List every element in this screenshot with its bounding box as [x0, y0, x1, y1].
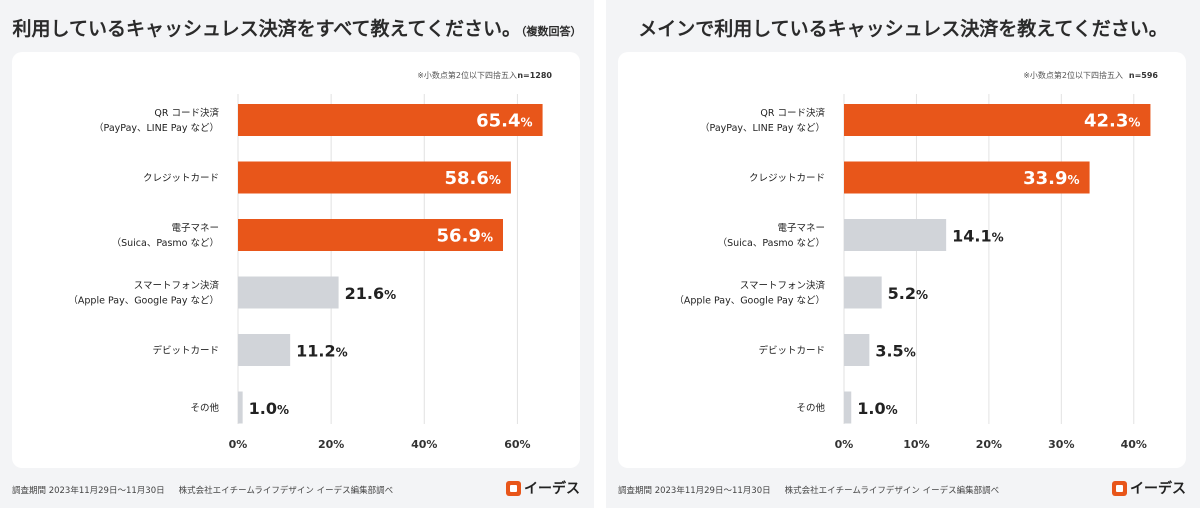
value-label: 65.4%: [476, 111, 532, 132]
chart-title-text: 利用しているキャッシュレス決済をすべて教えてください。: [12, 18, 521, 40]
x-tick-label: 20%: [318, 438, 344, 451]
bar: [844, 334, 870, 366]
value-label: 1.0%: [249, 399, 289, 418]
value-label: 3.5%: [875, 342, 915, 361]
x-tick-label: 0%: [229, 438, 248, 451]
sample-size: n=596: [1129, 71, 1159, 80]
brand-name: イーデス: [1130, 481, 1186, 497]
category-label: スマートフォン決済（Apple Pay、Google Pay など）: [674, 280, 825, 307]
chart-title-text: メインで利用しているキャッシュレス決済を教えてください。: [638, 18, 1168, 40]
panel-main-method: メインで利用しているキャッシュレス決済を教えてください。 ※小数点第2位以下四捨…: [606, 0, 1200, 508]
bar: [844, 104, 1151, 136]
survey-source: 株式会社エイチームライフデザイン イーデス編集部調べ: [178, 486, 394, 496]
category-label: デビットカード: [152, 345, 219, 357]
value-label: 14.1%: [952, 227, 1004, 246]
bar: [844, 161, 1090, 194]
chart-title: 利用しているキャッシュレス決済をすべて教えてください。（複数回答）: [0, 14, 594, 41]
panel-all-methods: 利用しているキャッシュレス決済をすべて教えてください。（複数回答） ※小数点第2…: [0, 0, 594, 508]
chart-card: ※小数点第2位以下四捨五入 n=1280 0% 20% 40% 60% QR コード決済（P…: [12, 52, 580, 468]
bar: [238, 334, 291, 366]
category-label: スマートフォン決済（Apple Pay、Google Pay など）: [68, 280, 219, 307]
category-label: クレジットカード: [143, 173, 219, 184]
x-tick-label: 10%: [903, 438, 929, 451]
edesu-logo-icon: [506, 480, 521, 496]
brand-logo: イーデス: [1112, 478, 1186, 498]
value-label: 5.2%: [888, 284, 928, 303]
bar-chart-main-method: ※小数点第2位以下四捨五入 n=596 0% 10% 20% 30% 40% QR コード決済…: [674, 70, 1159, 451]
survey-source: 株式会社エイチームライフデザイン イーデス編集部調べ: [784, 486, 1000, 496]
rounding-note: ※小数点第2位以下四捨五入: [1023, 70, 1123, 80]
bar: [844, 219, 947, 251]
value-label: 21.6%: [345, 284, 397, 303]
value-label: 56.9%: [437, 226, 493, 247]
x-tick-label: 60%: [504, 438, 530, 451]
chart-title: メインで利用しているキャッシュレス決済を教えてください。: [606, 14, 1200, 41]
x-tick-label: 0%: [835, 438, 854, 451]
category-label: 電子マネー（Suica、Pasmo など）: [112, 223, 219, 249]
x-tick-label: 40%: [1121, 438, 1147, 451]
footer: 調査期間 2023年11月29日〜11月30日 株式会社エイチームライフデザイン …: [618, 484, 1013, 496]
chart-subtitle: （複数回答）: [520, 25, 582, 38]
bar: [238, 391, 243, 424]
x-tick-label: 30%: [1048, 438, 1074, 451]
footer: 調査期間 2023年11月29日〜11月30日 株式会社エイチームライフデザイン …: [12, 484, 407, 496]
bar: [844, 276, 882, 309]
bar: [238, 276, 339, 309]
value-label: 1.0%: [857, 399, 897, 418]
chart-card: ※小数点第2位以下四捨五入 n=596 0% 10% 20% 30% 40% QR コード決済…: [618, 52, 1186, 468]
x-tick-label: 40%: [411, 438, 437, 451]
edesu-logo-icon: [1112, 480, 1127, 496]
category-label: その他: [796, 402, 825, 414]
brand-logo: イーデス: [506, 478, 580, 498]
bar: [844, 391, 852, 424]
value-label: 58.6%: [444, 168, 500, 189]
sample-size: n=1280: [517, 71, 552, 80]
bar: [238, 219, 503, 251]
value-label: 33.9%: [1023, 168, 1079, 189]
brand-name: イーデス: [524, 481, 580, 497]
bar: [238, 161, 511, 194]
category-label: 電子マネー（Suica、Pasmo など）: [718, 223, 825, 249]
value-label: 42.3%: [1084, 111, 1140, 132]
x-tick-label: 20%: [976, 438, 1002, 451]
survey-period: 調査期間 2023年11月29日〜11月30日: [618, 486, 771, 496]
category-label: QR コード決済（PayPay、LINE Pay など）: [94, 107, 219, 134]
survey-period: 調査期間 2023年11月29日〜11月30日: [12, 486, 165, 496]
value-label: 11.2%: [296, 342, 348, 361]
bar: [238, 104, 543, 136]
bar-chart-all-methods: ※小数点第2位以下四捨五入 n=1280 0% 20% 40% 60% QR コード決済（P…: [68, 70, 552, 451]
category-label: その他: [190, 402, 219, 414]
category-label: QR コード決済（PayPay、LINE Pay など）: [700, 107, 825, 134]
category-label: クレジットカード: [749, 173, 825, 184]
category-label: デビットカード: [758, 345, 825, 357]
rounding-note: ※小数点第2位以下四捨五入: [417, 70, 517, 80]
